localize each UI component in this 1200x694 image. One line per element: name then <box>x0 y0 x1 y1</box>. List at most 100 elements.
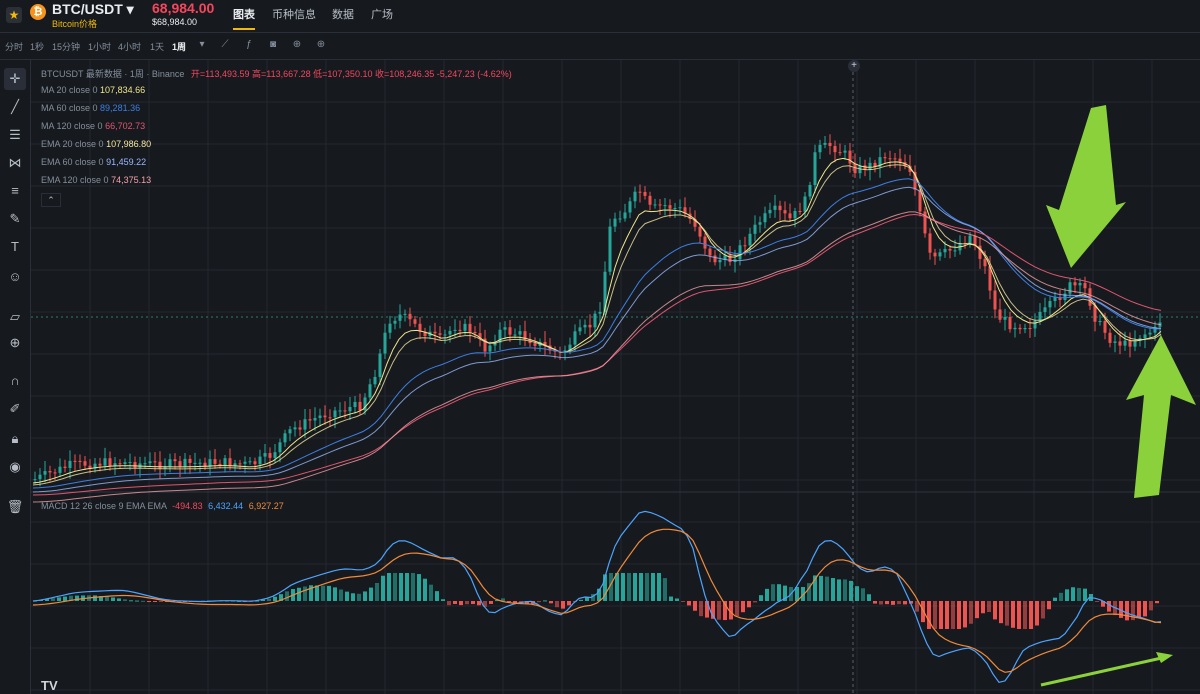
favorite-star-icon[interactable]: ★ <box>6 7 22 23</box>
chart-type-icon[interactable]: ⟋ <box>221 39 229 50</box>
candle-body <box>213 459 217 464</box>
macd-histogram-bar <box>1155 601 1159 604</box>
zoom-icon[interactable]: ⊕ <box>9 335 21 350</box>
hlines-icon[interactable]: ☰ <box>9 127 21 142</box>
candle-body <box>773 205 777 210</box>
macd-histogram-bar <box>717 601 721 620</box>
candle-body <box>1068 282 1072 294</box>
macd-histogram-bar <box>609 573 613 601</box>
tab-data[interactable]: 数据 <box>332 9 354 21</box>
add-icon[interactable]: ⊕ <box>292 39 302 50</box>
candle-body <box>953 250 957 252</box>
macd-histogram-bar <box>267 598 271 601</box>
divergence-arrowhead <box>1156 652 1173 663</box>
drawing-toolbar: ✛ ╱ ☰ ⋈ ≡ ✎ T ☺ ▱ ⊕ ∩ ✐ 🔒︎ ◉ 🗑︎ <box>0 60 31 694</box>
tradingview-logo-icon: TV <box>41 678 58 693</box>
magnet-icon[interactable]: ∩ <box>10 373 20 388</box>
macd-histogram-bar <box>795 587 799 601</box>
candle-body <box>513 334 517 336</box>
candle-body <box>223 458 227 466</box>
macd-histogram-bar <box>801 587 805 601</box>
candle-body <box>253 461 257 465</box>
timeframe-dropdown-icon[interactable]: ▾ <box>199 39 205 50</box>
macd-histogram-bar <box>861 588 865 601</box>
macd-histogram-bar <box>135 600 139 602</box>
macd-histogram-bar <box>255 600 259 602</box>
candle-body <box>483 338 487 352</box>
candle-body <box>1108 332 1112 343</box>
candle-body <box>898 158 902 163</box>
candle-body <box>1083 283 1087 289</box>
candle-body <box>133 462 137 468</box>
candle-body <box>228 458 232 467</box>
candle-body <box>1148 332 1152 335</box>
legend-ma20: MA 20 close 0 107,834.66 <box>41 85 146 95</box>
price-chart-svg[interactable] <box>31 60 1200 694</box>
candle-body <box>123 462 127 464</box>
lock-icon[interactable]: 🔒︎ <box>11 431 19 446</box>
collapse-legend-button[interactable]: ⌃ <box>41 193 61 207</box>
tab-coin-info[interactable]: 币种信息 <box>272 9 316 21</box>
crosshair-icon[interactable]: ✛ <box>4 68 26 90</box>
compare-icon[interactable]: ⊕ <box>316 39 326 50</box>
macd-histogram-bar <box>483 601 487 607</box>
legend-ema60: EMA 60 close 0 91,459.22 <box>41 157 147 167</box>
timeframe-15m[interactable]: 15分钟 <box>52 42 81 52</box>
ema120-line <box>32 211 1162 503</box>
macd-histogram-bar <box>303 586 307 601</box>
symbol-selector[interactable]: BTC/USDT ▾ <box>52 1 134 17</box>
timeframe-1s[interactable]: 1秒 <box>30 42 45 52</box>
candle-body <box>663 205 667 207</box>
add-marker-icon[interactable]: + <box>848 60 860 72</box>
timeframe-4h[interactable]: 4小时 <box>118 42 142 52</box>
macd-histogram-bar <box>99 596 103 601</box>
candle-body <box>203 462 207 467</box>
chart-area[interactable]: BTCUSDT 最新数据 · 1周 · Binance 开=113,493.59… <box>31 60 1200 694</box>
candle-body <box>408 313 412 320</box>
timeframe-1d[interactable]: 1天 <box>150 42 165 52</box>
pattern-icon[interactable]: ⋈ <box>8 155 22 170</box>
macd-histogram-bar <box>711 601 715 619</box>
camera-icon[interactable]: ◙ <box>269 39 277 50</box>
down-arrow-annotation <box>1046 105 1126 268</box>
candle-body <box>533 343 537 346</box>
trendline-icon[interactable]: ╱ <box>11 99 19 114</box>
fib-icon[interactable]: ≡ <box>11 183 19 198</box>
macd-histogram-bar <box>339 589 343 601</box>
macd-histogram-bar <box>447 601 451 606</box>
candle-body <box>388 323 392 333</box>
macd-histogram-bar <box>639 573 643 601</box>
macd-histogram-bar <box>111 597 115 601</box>
candle-body <box>78 460 82 462</box>
candle-body <box>303 419 307 430</box>
macd-histogram-bar <box>441 599 445 601</box>
last-price: 68,984.00 <box>152 0 215 16</box>
candle-body <box>278 442 282 453</box>
macd-histogram-bar <box>1023 601 1027 629</box>
eye-icon[interactable]: ◉ <box>9 459 21 474</box>
candle-body <box>793 211 797 219</box>
candle-body <box>873 162 877 167</box>
macd-histogram-bar <box>963 601 967 628</box>
trash-icon[interactable]: 🗑︎ <box>6 499 24 514</box>
lock-pencil-icon[interactable]: ✐ <box>9 401 21 416</box>
timeframe-1w[interactable]: 1周 <box>172 42 187 52</box>
macd-histogram-bar <box>567 601 571 606</box>
ruler-icon[interactable]: ▱ <box>10 309 20 324</box>
tab-square[interactable]: 广场 <box>371 9 393 21</box>
indicators-icon[interactable]: ƒ <box>246 39 252 50</box>
tab-chart[interactable]: 图表 <box>233 9 255 21</box>
text-icon[interactable]: T <box>11 239 19 254</box>
macd-histogram-bar <box>891 601 895 605</box>
macd-histogram-bar <box>1131 601 1135 621</box>
macd-histogram-bar <box>147 601 151 602</box>
emoji-icon[interactable]: ☺ <box>8 269 22 284</box>
candle-body <box>63 466 67 468</box>
timeframe-1h[interactable]: 1小时 <box>88 42 112 52</box>
candle-body <box>573 331 577 345</box>
timeframe-tick[interactable]: 分时 <box>5 42 24 52</box>
candle-body <box>888 158 892 160</box>
candle-body <box>318 415 322 418</box>
legend-ema120: EMA 120 close 0 74,375.13 <box>41 175 152 185</box>
brush-icon[interactable]: ✎ <box>9 211 21 226</box>
